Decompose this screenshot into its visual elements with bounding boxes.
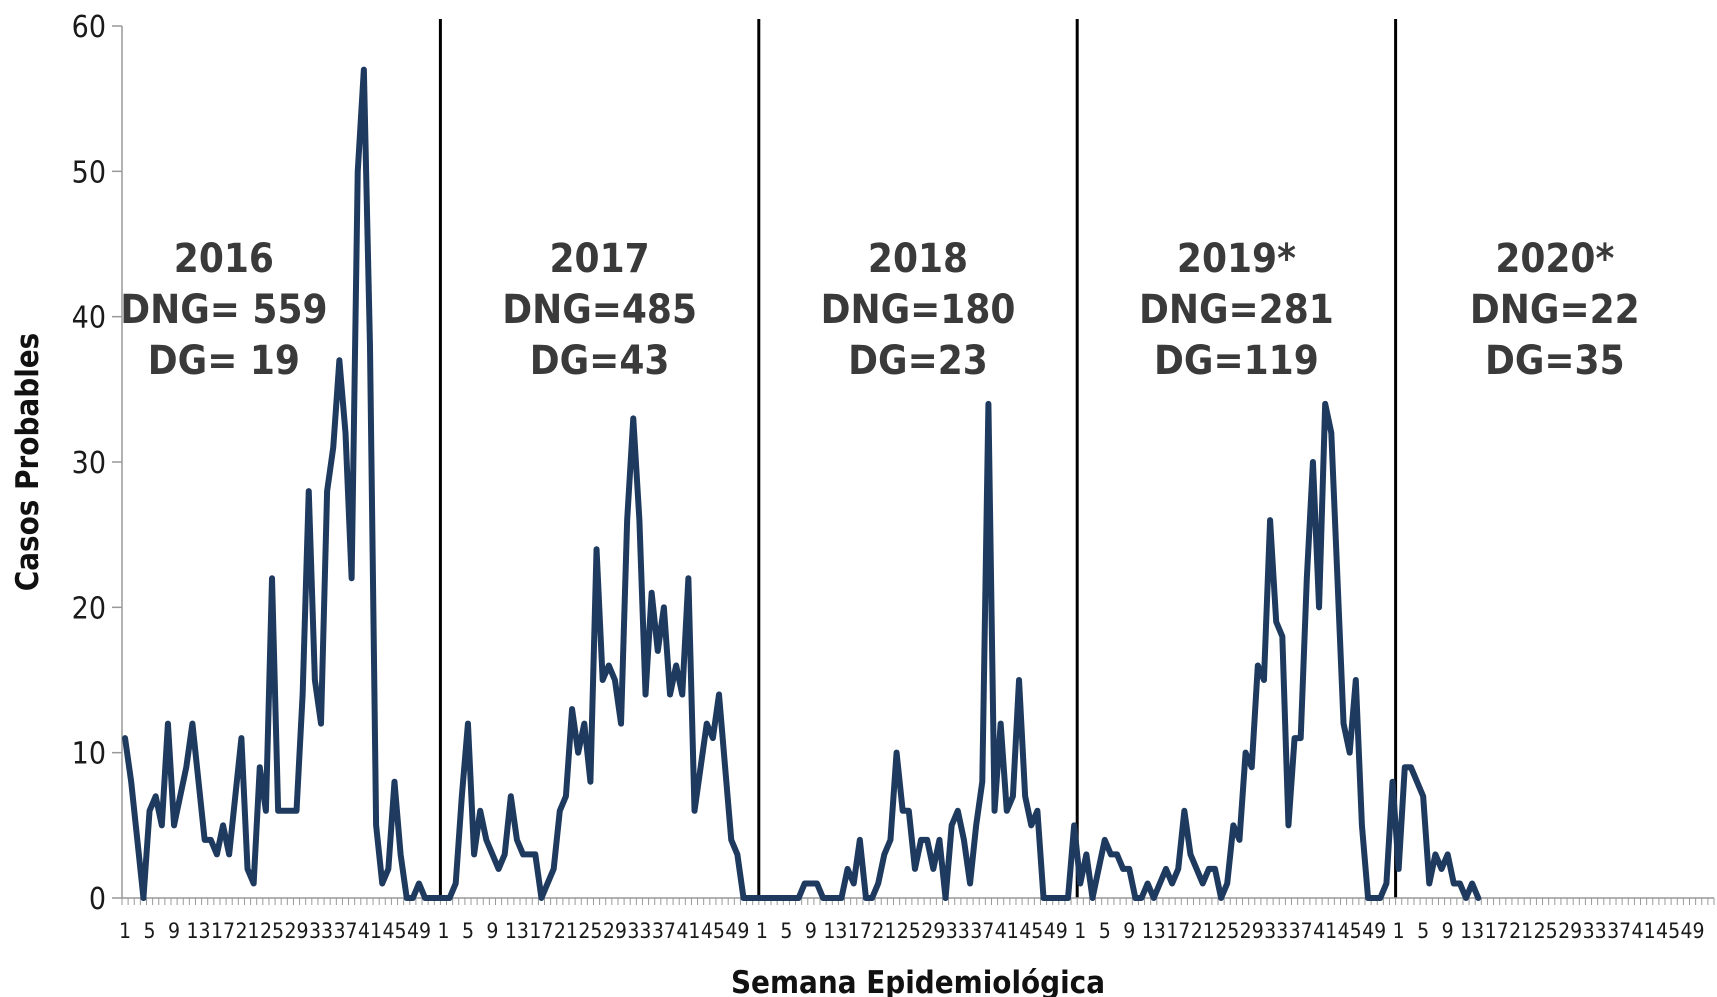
x-tick-label: 17 [1166, 919, 1190, 943]
x-tick-label: 41 [1313, 919, 1337, 943]
x-tick-label: 17 [1485, 919, 1509, 943]
x-tick-label: 37 [970, 919, 994, 943]
x-tick-label: 37 [652, 919, 676, 943]
x-tick-label: 37 [1607, 919, 1631, 943]
x-tick-label: 29 [603, 919, 627, 943]
annotation-year: 2020* [1495, 236, 1614, 282]
x-tick-label: 17 [848, 919, 872, 943]
x-tick-label: 45 [382, 919, 406, 943]
year-annotations: 2016 DNG= 559 DG= 19 2017 DNG=485 DG=43 2018 DN… [120, 236, 1639, 384]
x-tick-label: 1 [119, 919, 131, 943]
x-tick-label: 9 [486, 919, 498, 943]
x-tick-label: 25 [260, 919, 284, 943]
annotation-dng: DNG= 559 [120, 287, 327, 333]
annotation-dng: DNG=22 [1470, 287, 1640, 333]
x-tick-label: 29 [921, 919, 945, 943]
x-tick-label: 5 [1099, 919, 1111, 943]
y-tick-labels: 0 10 20 30 40 50 60 [72, 10, 122, 917]
y-tick-label: 30 [72, 446, 106, 481]
x-tick-label: 41 [1632, 919, 1656, 943]
x-tick-label: 25 [897, 919, 921, 943]
y-axis-title: Casos Probables [10, 333, 46, 592]
x-tick-label: 17 [211, 919, 235, 943]
x-tick-label: 9 [168, 919, 180, 943]
x-tick-label: 21 [1509, 919, 1533, 943]
x-tick-label: 25 [1534, 919, 1558, 943]
x-tick-label: 33 [627, 919, 651, 943]
x-tick-label: 9 [1442, 919, 1454, 943]
x-tick-label: 21 [554, 919, 578, 943]
x-tick-label: 49 [725, 919, 749, 943]
annotation-dg: DG=23 [848, 338, 988, 384]
x-tick-label: 21 [235, 919, 259, 943]
x-tick-label: 1 [1393, 919, 1405, 943]
x-tick-label: 45 [1338, 919, 1362, 943]
y-tick-label: 20 [72, 591, 106, 626]
x-tick-label: 1 [756, 919, 768, 943]
x-tick-label: 25 [578, 919, 602, 943]
annotation-dg: DG= 19 [148, 338, 300, 384]
x-tick-label: 49 [1362, 919, 1386, 943]
x-tick-label: 5 [780, 919, 792, 943]
x-axis-title: Semana Epidemiológica [731, 965, 1105, 997]
y-tick-label: 0 [89, 882, 106, 917]
x-tick-label: 49 [407, 919, 431, 943]
x-tick-label: 33 [1264, 919, 1288, 943]
annotation-year: 2018 [868, 236, 968, 282]
x-tick-label: 9 [805, 919, 817, 943]
x-tick-marks [121, 898, 1715, 905]
x-tick-label: 5 [462, 919, 474, 943]
x-tick-label: 45 [701, 919, 725, 943]
series-line [122, 66, 1482, 901]
x-tick-label: 49 [1044, 919, 1068, 943]
annotation-year: 2019* [1177, 236, 1296, 282]
x-tick-label: 33 [946, 919, 970, 943]
annotation-dg: DG=35 [1485, 338, 1625, 384]
x-tick-label: 13 [823, 919, 847, 943]
x-tick-label: 41 [995, 919, 1019, 943]
annotation-dng: DNG=281 [1139, 287, 1334, 333]
chart-dividers [438, 19, 1398, 898]
annotation-dg: DG=43 [530, 338, 670, 384]
x-tick-label: 41 [358, 919, 382, 943]
annotation-year: 2016 [174, 236, 274, 282]
x-tick-label: 45 [1656, 919, 1680, 943]
x-tick-label: 29 [1240, 919, 1264, 943]
x-tick-label: 9 [1123, 919, 1135, 943]
x-tick-label: 29 [1558, 919, 1582, 943]
y-tick-label: 60 [72, 10, 106, 45]
y-tick-label: 10 [72, 737, 106, 772]
x-tick-label: 21 [872, 919, 896, 943]
x-tick-labels: 1 5 9 13 17 21 25 29 33 37 41 45 49 1 5 9 13 17 21 25 29 33 37… [119, 919, 1705, 943]
x-tick-label: 33 [309, 919, 333, 943]
x-tick-label: 13 [505, 919, 529, 943]
x-tick-label: 33 [1583, 919, 1607, 943]
x-tick-label: 45 [1019, 919, 1043, 943]
x-tick-label: 29 [284, 919, 308, 943]
annotation-dg: DG=119 [1154, 338, 1319, 384]
annotation-year: 2017 [550, 236, 650, 282]
x-tick-label: 49 [1681, 919, 1705, 943]
y-tick-label: 40 [72, 301, 106, 336]
x-tick-label: 17 [529, 919, 553, 943]
x-tick-label: 5 [1417, 919, 1429, 943]
y-tick-label: 50 [72, 155, 106, 190]
annotation-dng: DNG=485 [502, 287, 697, 333]
annotation-dng: DNG=180 [821, 287, 1016, 333]
x-tick-label: 1 [1074, 919, 1086, 943]
x-tick-label: 13 [1460, 919, 1484, 943]
x-tick-label: 25 [1215, 919, 1239, 943]
x-tick-label: 41 [676, 919, 700, 943]
x-tick-label: 5 [144, 919, 156, 943]
x-tick-label: 13 [187, 919, 211, 943]
x-tick-label: 37 [1289, 919, 1313, 943]
x-tick-label: 21 [1191, 919, 1215, 943]
x-tick-label: 13 [1142, 919, 1166, 943]
x-tick-label: 1 [437, 919, 449, 943]
x-tick-label: 37 [333, 919, 357, 943]
